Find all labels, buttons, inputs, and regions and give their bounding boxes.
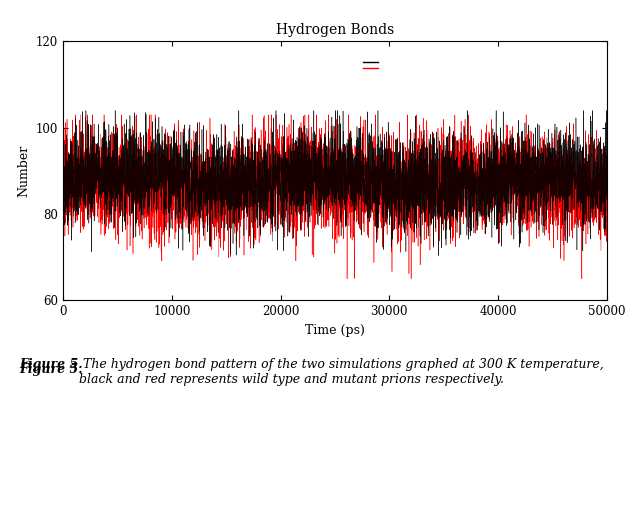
X-axis label: Time (ps): Time (ps): [305, 324, 365, 337]
Text: Figure 5.: Figure 5.: [19, 358, 83, 371]
Text: Figure 5.: Figure 5.: [19, 363, 83, 376]
Title: Hydrogen Bonds: Hydrogen Bonds: [276, 23, 394, 37]
Text: The hydrogen bond pattern of the two simulations graphed at 300 K temperature, b: The hydrogen bond pattern of the two sim…: [79, 358, 604, 386]
Y-axis label: Number: Number: [18, 145, 30, 197]
